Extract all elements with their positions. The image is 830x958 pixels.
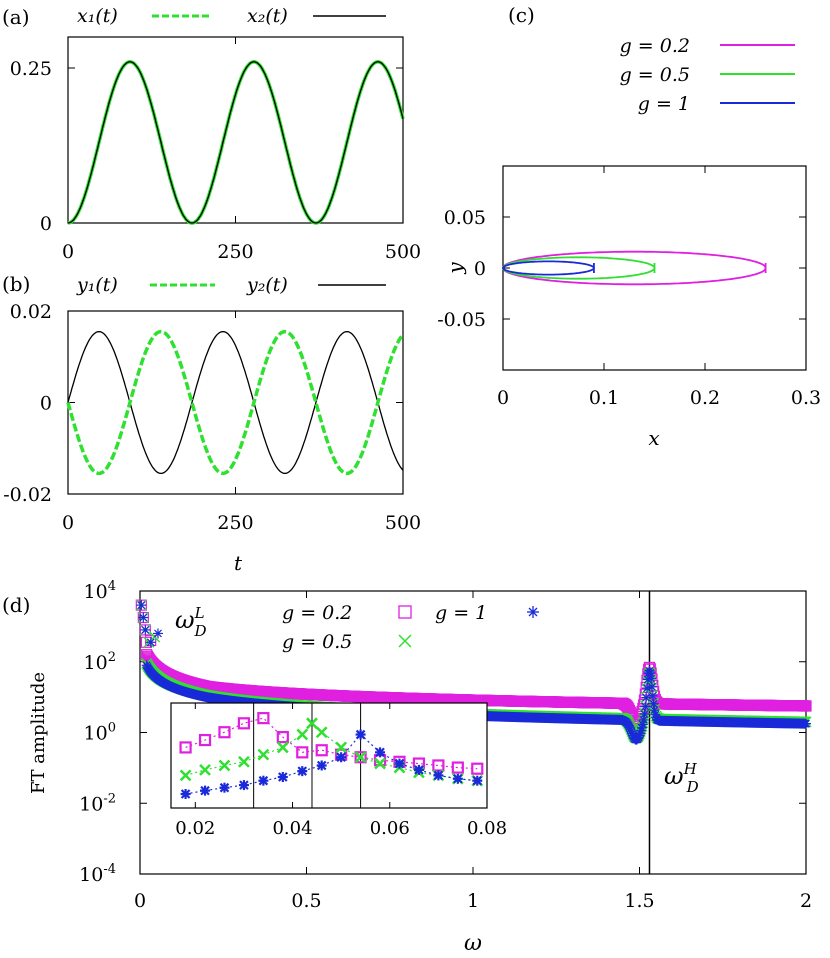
axes-b-curves [66,329,405,476]
axes-c-xlabel: x [648,426,659,450]
panel-a: (a) x₁(t) x₂(t) 0 250 500 0 0.25 [2,5,421,263]
legend-x1-label: x₁(t) [77,5,118,27]
x-tick-label-d: 2 [800,890,812,912]
axes-d-ticks: 0 0.5 1 1.5 2 104 102 100 10-2 10-4 [79,579,812,912]
axes-b-frame [67,310,404,495]
y-tick-label-c: -0.05 [437,309,486,331]
x-tick-label-d: 0.5 [291,890,321,912]
panel-c-label: (c) [508,3,535,27]
x-tick-label-d: 0 [134,890,146,912]
y-tick-label-a: 0 [40,213,52,235]
y-tick-label-d: 10-4 [79,862,116,886]
axes-a-frame [67,36,404,224]
x-tick-label-d: 1.5 [624,890,654,912]
axes-c-curves [502,250,767,286]
panel-d-label: (d) [2,593,30,617]
y-tick-label-a: 0.25 [10,58,52,80]
legend-c-label: g = 1 [638,93,690,115]
legend-y1-label: y₁(t) [76,274,118,296]
x-tick-label-c: 0.1 [589,387,619,409]
panel-a-label: (a) [2,5,30,29]
series-x2-line [67,61,404,224]
series-x1-line [67,60,405,225]
y-tick-label-c: 0.05 [444,207,486,229]
data-point [800,700,812,712]
orbit-line [502,260,595,276]
panel-b: (b) y₁(t) y₂(t) 0 250 500 -0.02 0 0.02 t [2,272,421,575]
y-tick-label-d: 102 [84,650,116,674]
x-tick-label-a: 250 [217,241,253,263]
panel-c: (c) g = 0.2 g = 0.5 g = 1 0 0.1 0.2 0.3 0.05 0 -… [437,3,821,450]
panel-b-label: (b) [2,272,30,296]
series-y1-line [66,329,405,476]
y-tick-exponent-d: 0 [108,721,116,736]
legend-c: g = 0.2 g = 0.5 g = 1 [620,35,795,115]
y-tick-exponent-d: -4 [103,862,116,877]
axes-b-ticks: 0 250 500 -0.02 0 0.02 [3,301,421,534]
x-tick-label-c: 0.2 [690,387,720,409]
y-tick-label-b: 0.02 [10,301,52,323]
y-tick-label-d: 10-2 [79,791,116,815]
y-tick-label-b: -0.02 [3,484,52,506]
x-tick-label-c: 0.3 [791,387,821,409]
y-tick-label-d: 100 [84,721,116,745]
legend-c-label: g = 0.2 [620,35,690,57]
legend-x2-label: x₂(t) [247,5,288,27]
x-tick-label-d: 1 [467,890,479,912]
axes-c-ticks: 0 0.1 0.2 0.3 0.05 0 -0.05 [437,166,821,409]
x-tick-label-b: 250 [217,512,253,534]
y-tick-label-d: 104 [84,579,116,603]
axes-a-ticks: 0 250 500 0 0.25 [10,37,421,263]
axes-c-ylabel: y [443,262,467,275]
y-tick-exponent-d: -2 [103,791,116,806]
y-tick-exponent-d: 2 [108,650,116,665]
y-tick-label-b: 0 [40,393,52,415]
x-tick-label-b: 0 [62,512,74,534]
x-tick-label-b: 500 [385,512,421,534]
orbit-line [502,250,767,286]
legend-y2-label: y₂(t) [246,274,288,296]
legend-c-label: g = 0.5 [620,64,690,86]
y-tick-exponent-d: 4 [108,579,116,594]
x-tick-label-a: 500 [385,241,421,263]
axes-a-curves [67,60,405,225]
x-tick-label-c: 0 [497,387,509,409]
orbit-line [502,256,656,280]
axes-b-xlabel: t [234,551,243,575]
y-tick-label-c: 0 [474,258,486,280]
series-y2-line [67,330,404,475]
x-tick-label-a: 0 [62,241,74,263]
